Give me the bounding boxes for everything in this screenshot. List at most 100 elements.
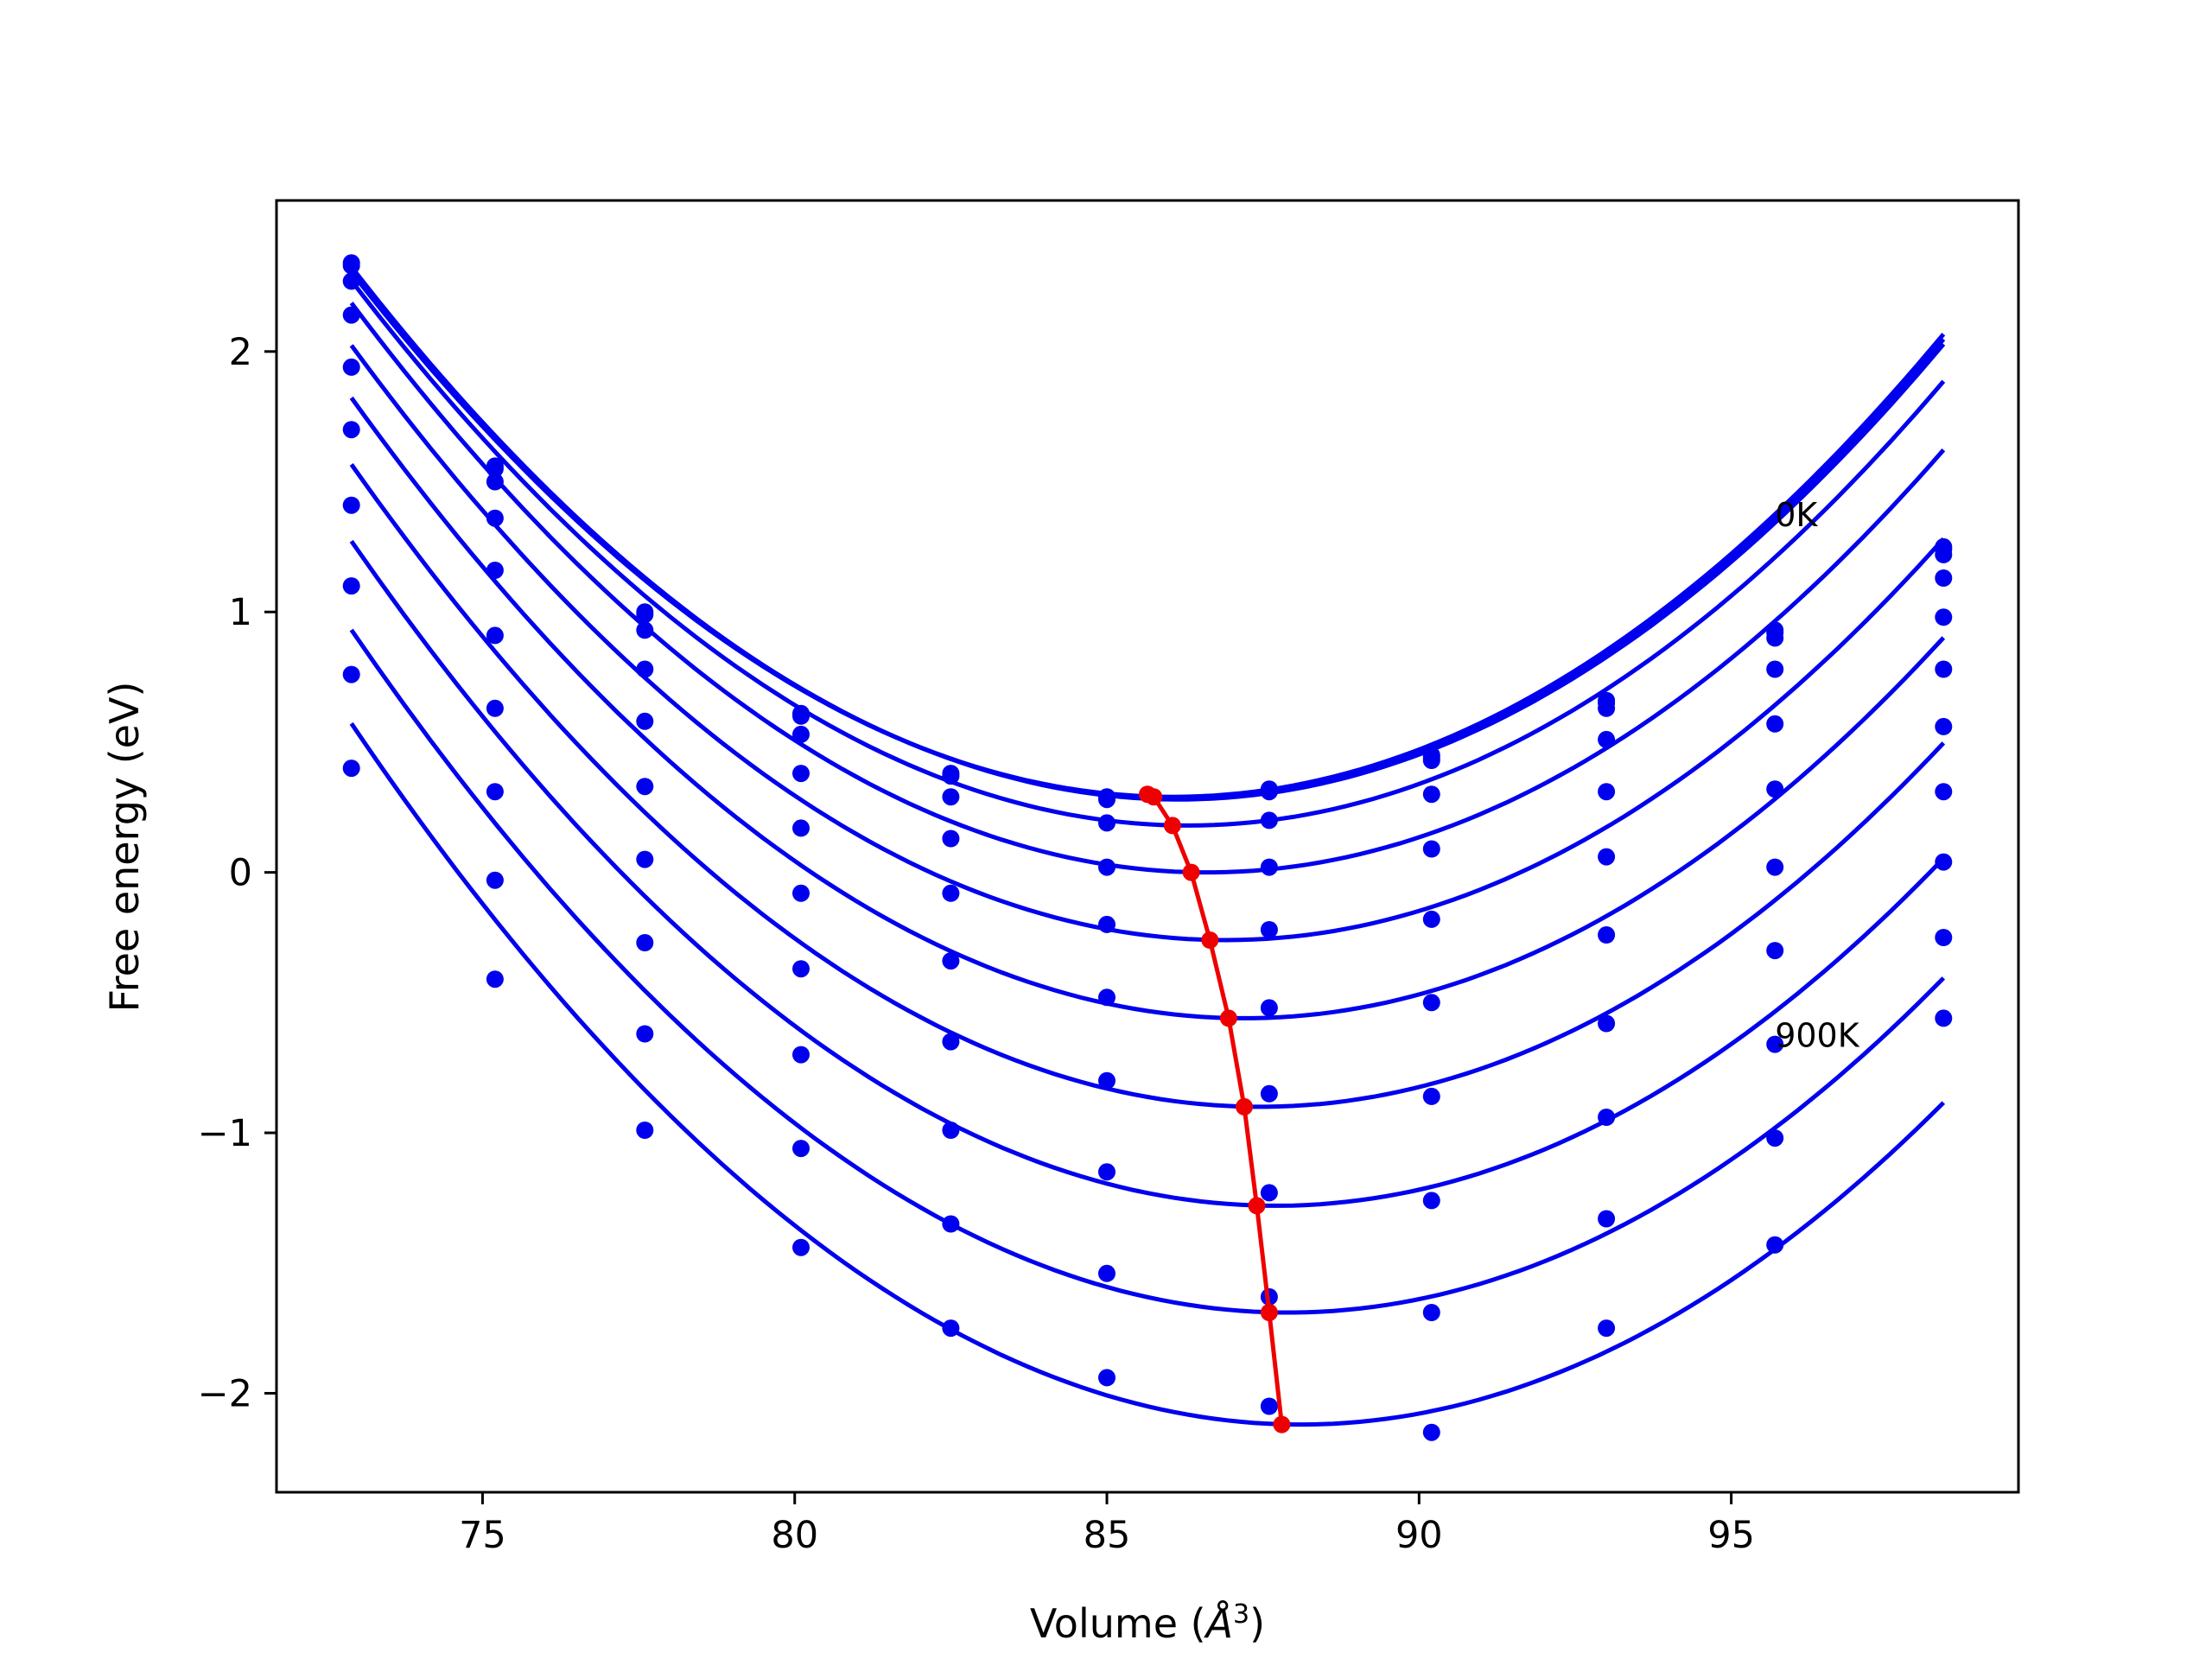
x-axis-title: Volume (Å3)	[1030, 1599, 1265, 1648]
minima-path	[1139, 785, 1291, 1433]
data-point-4-2	[636, 712, 654, 730]
x-axis-ticks: 75 80 85 90 95	[459, 1492, 1755, 1557]
data-point-10-10	[1935, 1009, 1953, 1027]
data-point-5-4	[942, 952, 960, 970]
data-point-9-9	[1766, 1129, 1784, 1147]
x-tick-label-90: 90	[1395, 1514, 1443, 1557]
minima-point-9	[1273, 1415, 1291, 1433]
data-point-8-9	[1766, 1035, 1784, 1053]
data-point-8-10	[1935, 853, 1953, 871]
minima-line	[1147, 791, 1284, 1425]
data-point-7-7	[1422, 1087, 1440, 1105]
data-point-9-7	[1422, 1304, 1440, 1321]
x-axis-title-symbol: Å	[1204, 1600, 1233, 1647]
data-point-7-6	[1260, 1184, 1278, 1202]
data-point-2-10	[1935, 545, 1953, 563]
data-point-4-5	[1098, 915, 1116, 933]
x-axis-title-exponent: 3	[1233, 1599, 1249, 1630]
data-point-8-7	[1422, 1192, 1440, 1210]
data-point-1-4	[942, 767, 960, 785]
data-point-8-5	[1098, 1264, 1116, 1282]
fit-curve-9	[349, 628, 1946, 1315]
y-axis-title: Free energy (eV)	[101, 682, 148, 1013]
data-point-9-4	[942, 1319, 960, 1338]
data-point-2-0	[342, 272, 360, 290]
data-point-6-3	[792, 960, 810, 978]
data-point-4-8	[1598, 783, 1616, 801]
data-point-2-9	[1766, 629, 1784, 647]
data-point-5-6	[1260, 999, 1278, 1017]
data-point-1-2	[636, 606, 654, 624]
data-point-2-6	[1260, 811, 1278, 830]
data-point-3-1	[486, 509, 504, 527]
data-point-7-4	[942, 1122, 960, 1139]
data-point-4-6	[1260, 921, 1278, 938]
x-axis-title-suffix: )	[1249, 1600, 1265, 1647]
data-point-6-6	[1260, 1084, 1278, 1103]
minima-point-7	[1248, 1197, 1266, 1215]
data-point-2-8	[1598, 699, 1616, 717]
data-point-4-0	[342, 358, 360, 376]
data-point-7-10	[1935, 783, 1953, 801]
data-point-6-2	[636, 850, 654, 868]
data-point-9-8	[1598, 1210, 1616, 1228]
y-tick-label-4: −2	[198, 1372, 252, 1415]
data-point-4-7	[1422, 840, 1440, 858]
x-tick-label-75: 75	[459, 1514, 506, 1557]
data-point-5-8	[1598, 848, 1616, 866]
data-point-1-3	[792, 707, 810, 725]
data-point-5-3	[792, 884, 810, 902]
data-point-8-0	[342, 665, 360, 683]
data-point-3-8	[1598, 730, 1616, 748]
data-point-3-10	[1935, 569, 1953, 587]
data-point-3-2	[636, 660, 654, 678]
data-point-4-9	[1766, 715, 1784, 733]
fit-curve-3	[349, 279, 1946, 828]
data-point-8-4	[942, 1215, 960, 1233]
y-tick-label-2: 0	[229, 852, 252, 895]
minima-point-4	[1201, 931, 1219, 949]
data-point-6-5	[1098, 1071, 1116, 1090]
data-point-6-1	[486, 699, 504, 717]
data-point-7-0	[342, 577, 360, 595]
data-points	[342, 254, 1953, 1441]
data-point-10-9	[1766, 1236, 1784, 1254]
fit-curve-8	[349, 539, 1946, 1208]
data-point-4-1	[486, 562, 504, 579]
data-point-3-5	[1098, 858, 1116, 876]
minima-point-3	[1182, 863, 1200, 881]
data-point-7-3	[792, 1046, 810, 1064]
data-point-9-2	[636, 1122, 654, 1139]
y-tick-label-1: 1	[229, 591, 252, 634]
data-point-3-7	[1422, 785, 1440, 804]
data-point-2-1	[486, 473, 504, 491]
data-point-6-4	[942, 1033, 960, 1051]
data-point-5-1	[486, 626, 504, 645]
data-point-2-3	[792, 725, 810, 743]
data-point-6-0	[342, 496, 360, 514]
data-point-7-9	[1766, 942, 1784, 960]
data-point-7-2	[636, 934, 654, 951]
data-point-8-1	[486, 871, 504, 889]
data-point-5-2	[636, 778, 654, 796]
y-tick-label-3: −1	[198, 1112, 252, 1155]
data-point-8-3	[792, 1140, 810, 1158]
data-point-5-5	[1098, 988, 1116, 1007]
plot-frame	[275, 199, 2020, 1494]
fit-curve-10	[349, 721, 1946, 1427]
data-point-9-3	[792, 1238, 810, 1256]
data-point-6-10	[1935, 717, 1953, 735]
data-point-2-2	[636, 621, 654, 639]
data-point-9-1	[486, 970, 504, 988]
data-point-7-1	[486, 783, 504, 801]
data-point-8-2	[636, 1025, 654, 1043]
minima-point-6	[1236, 1097, 1253, 1116]
data-point-9-10	[1935, 929, 1953, 946]
x-tick-label-85: 85	[1084, 1514, 1131, 1557]
data-point-4-4	[942, 884, 960, 902]
plot-area	[276, 200, 2018, 1492]
data-point-4-10	[1935, 608, 1953, 626]
data-point-3-4	[942, 830, 960, 848]
data-point-1-5	[1098, 791, 1116, 809]
